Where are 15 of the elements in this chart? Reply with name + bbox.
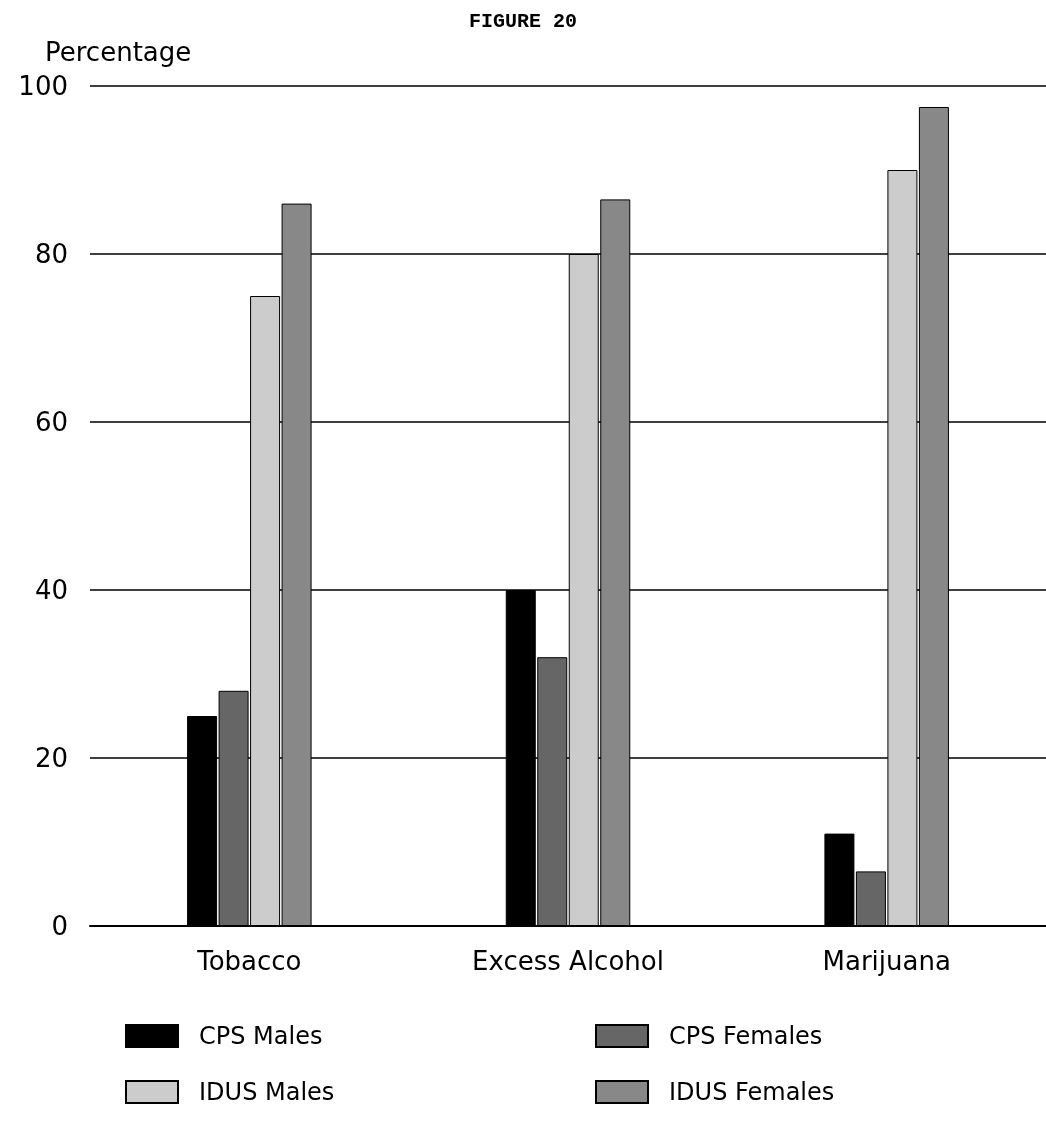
x-tick-label: Marijuana: [822, 946, 951, 976]
x-tick-label: Excess Alcohol: [472, 946, 664, 976]
y-tick-label: 100: [18, 71, 68, 101]
chart-title: FIGURE 20: [468, 9, 578, 33]
legend-label: IDUS Females: [669, 1078, 835, 1106]
legend-label: CPS Males: [199, 1022, 323, 1050]
y-tick-label: 0: [51, 911, 68, 941]
legend-label: CPS Females: [669, 1022, 823, 1050]
y-tick-label: 80: [34, 239, 68, 269]
y-tick-label: 60: [34, 407, 68, 437]
y-tick-label: 40: [34, 575, 68, 605]
y-tick-label: 20: [34, 743, 68, 773]
legend-label: IDUS Males: [199, 1078, 335, 1106]
x-tick-label: Tobacco: [196, 946, 302, 976]
y-axis-title: Percentage: [45, 37, 192, 67]
